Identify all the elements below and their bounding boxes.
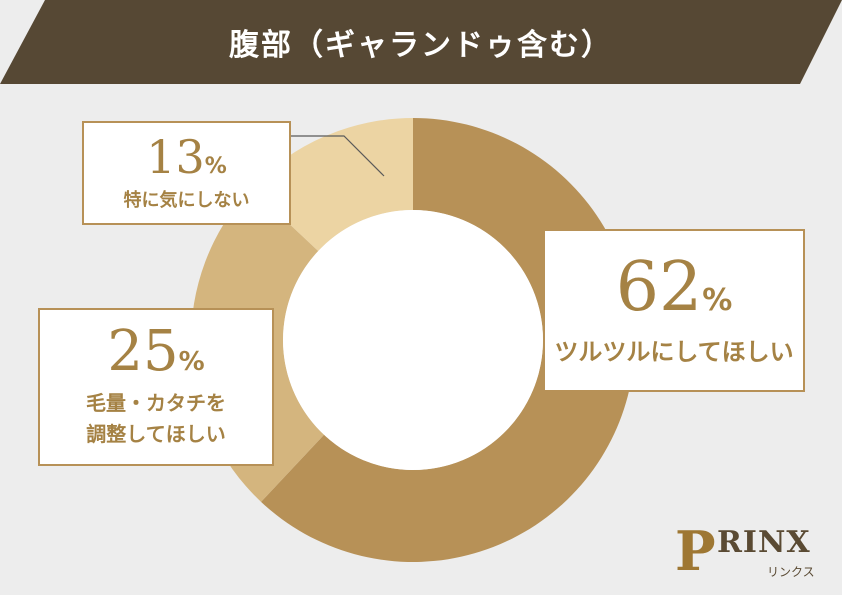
callout-62-label: ツルツルにしてほしい	[554, 338, 794, 366]
callout-13: 13% 特に気にしない	[82, 121, 291, 225]
callout-62: 62% ツルツルにしてほしい	[543, 229, 805, 392]
logo-subtitle: リンクス	[767, 565, 815, 579]
callout-13-label: 特に気にしない	[123, 190, 250, 211]
callout-25-label-line2: 調整してほしい	[86, 422, 226, 446]
logo-wordmark: RINX	[717, 525, 811, 560]
callout-62-value: 62	[615, 248, 703, 327]
banner-shape	[0, 0, 842, 84]
title-banner: 腹部（ギャランドゥ含む）	[0, 0, 842, 84]
callout-13-percent: 13%	[146, 134, 227, 180]
donut-hole	[283, 210, 543, 470]
callout-62-unit: %	[702, 283, 733, 318]
callout-13-unit: %	[204, 154, 227, 179]
leader-line-13	[291, 135, 385, 177]
chart-title: 腹部（ギャランドゥ含む）	[229, 28, 613, 63]
callout-13-value: 13	[146, 130, 205, 184]
slice-no-concern	[251, 118, 413, 252]
logo-mark: P	[675, 519, 716, 583]
callout-25: 25% 毛量・カタチを 調整してほしい	[38, 308, 274, 466]
callout-25-percent: 25%	[107, 324, 204, 380]
callout-25-unit: %	[178, 347, 205, 377]
callout-25-label: 毛量・カタチを 調整してほしい	[86, 388, 226, 450]
slice-tsurutsuru	[261, 118, 636, 562]
callout-25-label-line1: 毛量・カタチを	[86, 391, 226, 415]
callout-62-percent: 62%	[616, 254, 733, 322]
brand-logo: P RINX リンクス	[675, 523, 825, 583]
callout-25-value: 25	[107, 319, 179, 384]
